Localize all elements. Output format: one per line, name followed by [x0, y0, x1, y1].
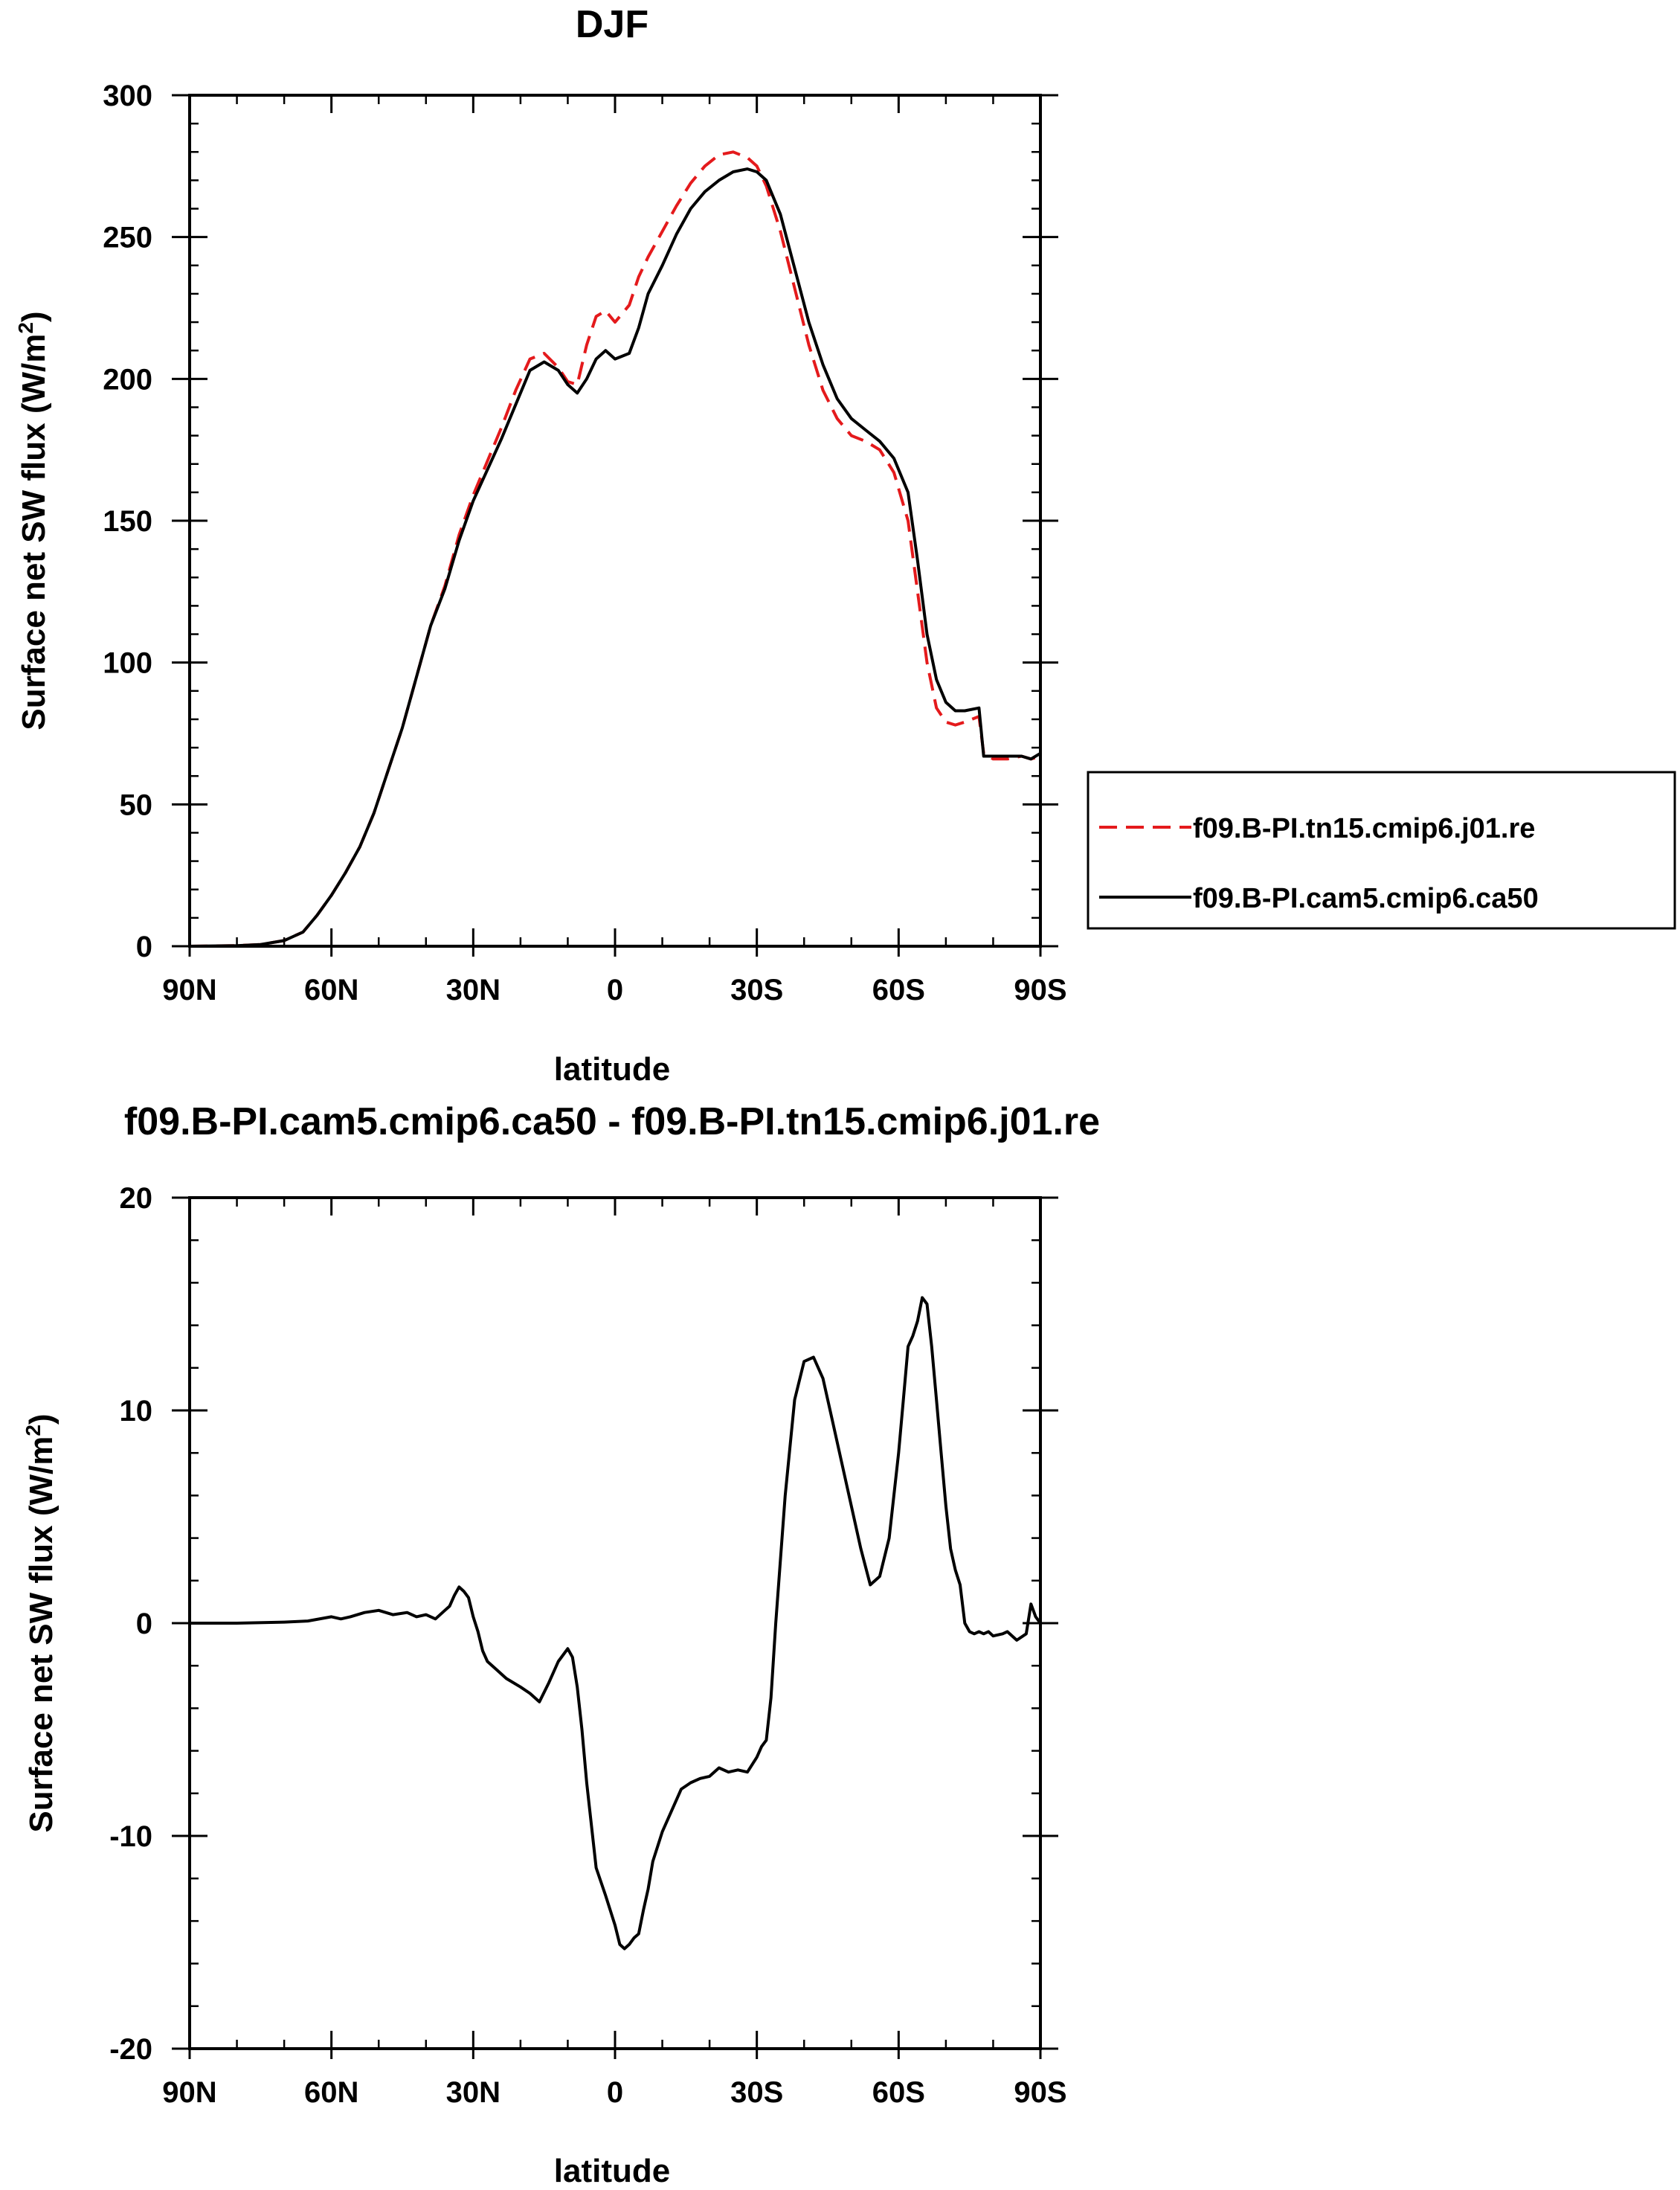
bottom-axes-ticks: 90N 60N 30N 0 30S 60S 90S -20 -10 0 10 20	[109, 1182, 1066, 2109]
top-y-tick-label: 300	[103, 80, 152, 112]
top-axes-ticks: 90N 60N 30N 0 30S 60S 90S 0 50 100 150 200 250 300	[103, 80, 1066, 1006]
bottom-y-tick-label: 0	[136, 1608, 152, 1640]
top-y-tick-label: 200	[103, 363, 152, 396]
top-x-tick-label: 30N	[446, 974, 501, 1006]
bottom-y-tick-label: -20	[109, 2033, 152, 2066]
bottom-x-tick-label: 60N	[304, 2076, 358, 2109]
top-y-axis-title: Surface net SW flux (W/m2)	[14, 311, 52, 730]
bottom-series-line-0	[190, 1296, 1042, 1950]
top-panel: DJF 90N 60N 30N 0 30S 60S 90S 0 50 100 150 200 250 30…	[14, 3, 1676, 1088]
bottom-x-tick-label: 30S	[730, 2076, 783, 2109]
legend-label-0: f09.B-PI.tn15.cmip6.j01.re	[1193, 813, 1535, 844]
bottom-chart-title: f09.B-PI.cam5.cmip6.ca50 - f09.B-PI.tn15…	[124, 1100, 1100, 1143]
top-x-axis-title: latitude	[554, 1051, 670, 1088]
legend-label-1: f09.B-PI.cam5.cmip6.ca50	[1193, 883, 1539, 914]
bottom-x-axis-title: latitude	[554, 2153, 670, 2189]
bottom-y-tick-label: 20	[120, 1182, 153, 1215]
top-x-tick-label: 0	[607, 974, 623, 1006]
top-plot-frame	[188, 94, 1042, 948]
top-x-tick-label: 90N	[162, 974, 216, 1006]
bottom-y-tick-label: -10	[109, 1820, 152, 1853]
top-x-tick-label: 30S	[730, 974, 783, 1006]
top-y-tick-label: 150	[103, 505, 152, 538]
legend-box	[1087, 771, 1676, 930]
bottom-x-tick-label: 0	[607, 2076, 623, 2109]
top-series-line-1	[189, 167, 1042, 948]
bottom-y-axis-title: Surface net SW flux (W/m2)	[22, 1413, 59, 1832]
bottom-x-tick-label: 90S	[1014, 2076, 1066, 2109]
bottom-x-tick-label: 90N	[162, 2076, 216, 2109]
top-y-tick-label: 250	[103, 222, 152, 254]
legend: f09.B-PI.tn15.cmip6.j01.re f09.B-PI.cam5…	[1087, 771, 1676, 930]
bottom-x-tick-label: 30N	[446, 2076, 501, 2109]
top-series-line-0	[189, 150, 1041, 948]
bottom-series-lines	[190, 1296, 1042, 1950]
top-x-tick-label: 60N	[304, 974, 358, 1006]
bottom-plot-frame	[188, 1196, 1042, 2050]
bottom-x-tick-label: 60S	[872, 2076, 925, 2109]
top-x-tick-label: 60S	[872, 974, 925, 1006]
top-y-tick-label: 100	[103, 647, 152, 680]
bottom-panel: f09.B-PI.cam5.cmip6.ca50 - f09.B-PI.tn15…	[22, 1100, 1100, 2189]
bottom-y-tick-label: 10	[120, 1395, 153, 1428]
top-series-lines	[189, 150, 1042, 948]
top-y-tick-label: 50	[120, 789, 153, 821]
top-x-tick-label: 90S	[1014, 974, 1066, 1006]
top-chart-title: DJF	[576, 3, 648, 46]
top-y-tick-label: 0	[136, 931, 152, 963]
